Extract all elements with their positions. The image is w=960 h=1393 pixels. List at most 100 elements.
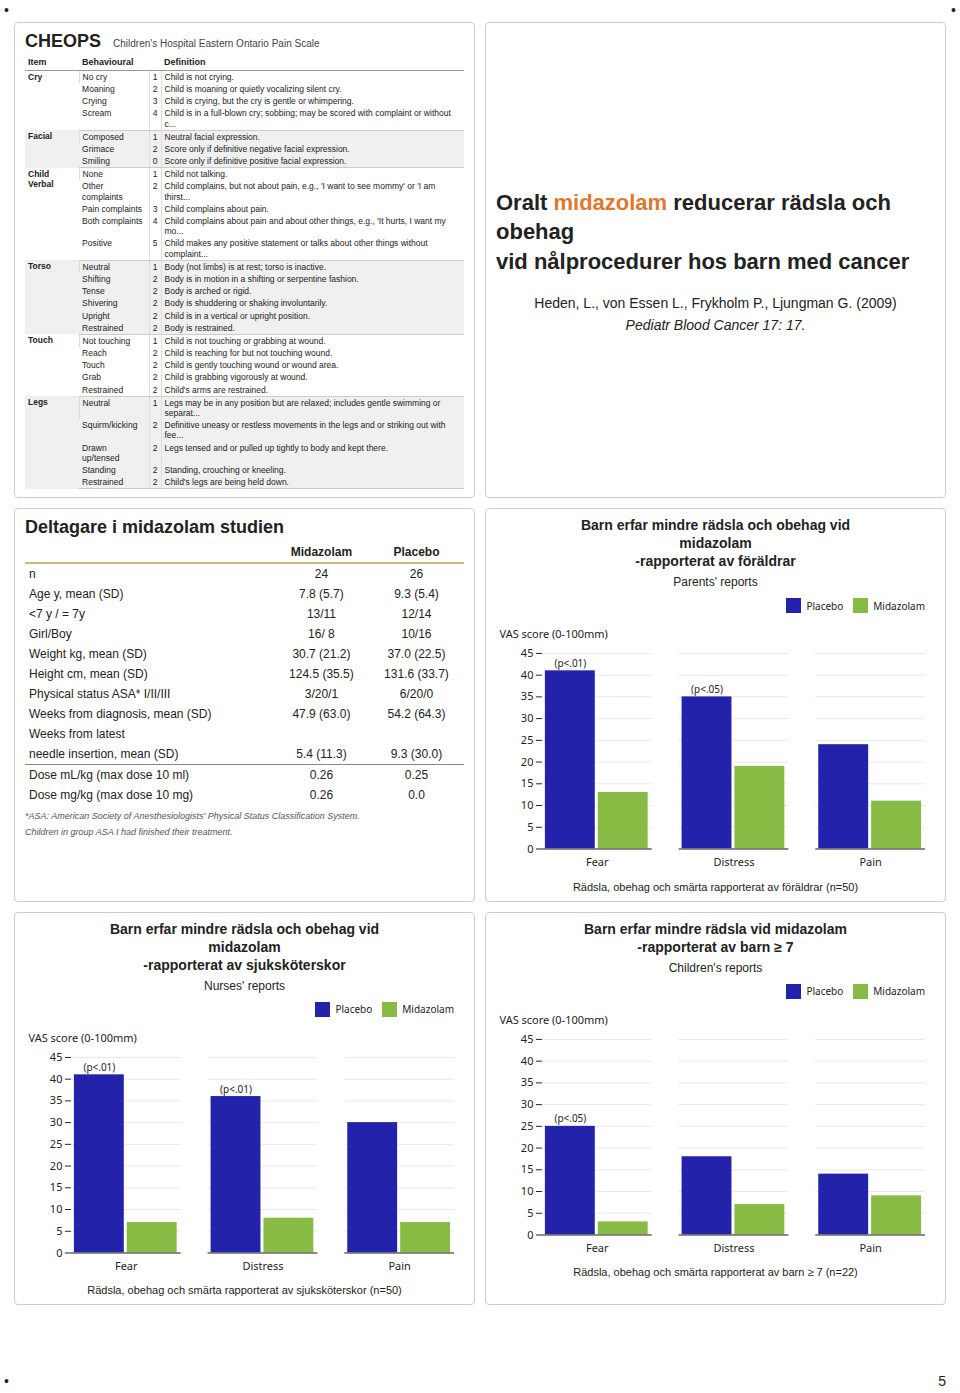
html-text:131.6 (33.7): 131.6 (33.7) bbox=[384, 667, 449, 682]
svg-text:40: 40 bbox=[521, 667, 534, 682]
html-text:Weight kg, mean (SD): Weight kg, mean (SD) bbox=[29, 647, 147, 662]
svg-text:30: 30 bbox=[521, 710, 534, 725]
html-text:Placebo: Placebo bbox=[393, 545, 440, 560]
svg-text:25: 25 bbox=[50, 1136, 63, 1151]
svg-text:35: 35 bbox=[521, 1074, 534, 1089]
svg-text:45: 45 bbox=[521, 1031, 534, 1046]
svg-text:(p<.01): (p<.01) bbox=[83, 1060, 115, 1074]
html-text:16/ 8: 16/ 8 bbox=[308, 627, 335, 642]
html-text:13/11: 13/11 bbox=[306, 607, 336, 622]
svg-text:25: 25 bbox=[521, 732, 534, 747]
html-text:9.3 (30.0): 9.3 (30.0) bbox=[390, 747, 443, 762]
svg-text:0: 0 bbox=[527, 841, 533, 856]
html-text:7.8 (5.7): 7.8 (5.7) bbox=[299, 587, 344, 602]
html-text:Physical status ASA* I/II/III: Physical status ASA* I/II/III bbox=[29, 687, 171, 702]
html-text:Drawn up/tensed: Drawn up/tensed bbox=[82, 442, 120, 463]
html-text:midazolam: midazolam bbox=[208, 938, 281, 955]
svg-text:20: 20 bbox=[521, 1139, 534, 1154]
html-text:-rapporterat av sjuksköterskor: -rapporterat av sjuksköterskor bbox=[143, 956, 346, 973]
svg-text:Fear: Fear bbox=[586, 854, 609, 869]
html-text:Child complains about pain and: Child complains about pain and about oth… bbox=[164, 216, 446, 237]
html-text:-rapporterat av föräldrar: -rapporterat av föräldrar bbox=[635, 553, 796, 570]
svg-text:Fear: Fear bbox=[586, 1240, 609, 1255]
html-text:10/16: 10/16 bbox=[401, 627, 432, 642]
html-text:Child is in a full-blown cry;: Child is in a full-blown cry; sobbing; m… bbox=[164, 108, 451, 129]
html-text:Child complains, but not about: Child complains, but not about pain, e.g… bbox=[164, 181, 436, 202]
svg-text:15: 15 bbox=[521, 776, 534, 791]
html-text:Barn erfar mindre rädsla och o: Barn erfar mindre rädsla och obehag vid bbox=[580, 517, 851, 534]
svg-text:Pain: Pain bbox=[859, 1240, 881, 1255]
svg-text:10: 10 bbox=[50, 1201, 63, 1216]
svg-text:(p<.05): (p<.05) bbox=[554, 1111, 586, 1125]
html-text:5.4 (11.3): 5.4 (11.3) bbox=[296, 747, 347, 762]
svg-text:5: 5 bbox=[527, 819, 533, 834]
svg-text:5: 5 bbox=[56, 1223, 62, 1238]
svg-text:Pain: Pain bbox=[388, 1258, 410, 1273]
svg-text:15: 15 bbox=[521, 1161, 534, 1176]
html-text:Height cm, mean (SD): Height cm, mean (SD) bbox=[29, 667, 148, 682]
svg-text:Fear: Fear bbox=[115, 1258, 138, 1273]
html-text:24: 24 bbox=[314, 567, 329, 582]
svg-text:VAS score (0-100mm): VAS score (0-100mm) bbox=[500, 627, 608, 641]
html-text:Midazolam: Midazolam bbox=[290, 545, 353, 560]
svg-text:30: 30 bbox=[521, 1096, 534, 1111]
svg-text:20: 20 bbox=[521, 754, 534, 769]
html-text:Girl/Boy: Girl/Boy bbox=[29, 627, 72, 642]
html-text:Weeks from latest: Weeks from latest bbox=[29, 727, 125, 742]
svg-text:(p<.05): (p<.05) bbox=[691, 682, 723, 696]
svg-text:Distress: Distress bbox=[713, 1240, 754, 1255]
svg-text:0: 0 bbox=[56, 1244, 62, 1259]
svg-text:40: 40 bbox=[50, 1070, 63, 1085]
html-text:Dose mL/kg (max dose 10 ml): Dose mL/kg (max dose 10 ml) bbox=[29, 768, 190, 783]
html-text:Other complaints: Other complaints bbox=[82, 181, 123, 202]
html-text:Deltagare i midazolam studien: Deltagare i midazolam studien bbox=[25, 517, 285, 538]
svg-text:Distress: Distress bbox=[242, 1258, 283, 1273]
html-text:6/20/0: 6/20/0 bbox=[399, 687, 434, 702]
svg-text:5: 5 bbox=[527, 1205, 533, 1220]
html-text:26: 26 bbox=[409, 567, 424, 582]
svg-text:45: 45 bbox=[521, 645, 534, 660]
svg-text:(p<.01): (p<.01) bbox=[554, 656, 586, 670]
svg-text:Distress: Distress bbox=[713, 854, 754, 869]
html-text:needle insertion, mean (SD): needle insertion, mean (SD) bbox=[29, 747, 179, 762]
svg-text:45: 45 bbox=[50, 1049, 63, 1064]
html-text:Oralt midazolam reducerar räds: Oralt midazolam reducerar rädsla och obe… bbox=[496, 189, 891, 245]
html-text:9.3 (5.4): 9.3 (5.4) bbox=[394, 587, 439, 602]
html-text:Barn erfar mindre rädsla och o: Barn erfar mindre rädsla och obehag vid bbox=[109, 920, 380, 937]
svg-text:20: 20 bbox=[50, 1157, 63, 1172]
svg-text:30: 30 bbox=[50, 1114, 63, 1129]
html-text:Barn erfar mindre rädsla vid m: Barn erfar mindre rädsla vid midazolam bbox=[584, 920, 847, 937]
html-text:Child makes any positive state: Child makes any positive statement or ta… bbox=[164, 238, 428, 259]
svg-text:25: 25 bbox=[521, 1118, 534, 1133]
html-text:47.9 (63.0): 47.9 (63.0) bbox=[292, 707, 351, 722]
svg-text:35: 35 bbox=[521, 689, 534, 704]
html-text:37.0 (22.5): 37.0 (22.5) bbox=[387, 647, 446, 662]
html-text:Child Verbal: Child Verbal bbox=[28, 168, 54, 189]
html-text:Pediatr Blood Cancer 17: 17.: Pediatr Blood Cancer 17: 17. bbox=[625, 316, 806, 333]
html-text:Definitive uneasy or restless: Definitive uneasy or restless movements … bbox=[164, 420, 446, 441]
html-text:Age y, mean (SD): Age y, mean (SD) bbox=[29, 587, 124, 602]
html-text:<7 y / = 7y: <7 y / = 7y bbox=[29, 607, 85, 622]
svg-text:Pain: Pain bbox=[859, 854, 881, 869]
html-text:124.5 (35.5): 124.5 (35.5) bbox=[289, 667, 354, 682]
svg-text:0: 0 bbox=[527, 1226, 533, 1241]
svg-text:VAS score (0-100mm): VAS score (0-100mm) bbox=[29, 1031, 137, 1045]
html-text:30.7 (21.2): 30.7 (21.2) bbox=[292, 647, 351, 662]
html-text:Weeks from diagnosis, mean (SD: Weeks from diagnosis, mean (SD) bbox=[29, 707, 212, 722]
html-text:12/14: 12/14 bbox=[401, 607, 432, 622]
svg-text:35: 35 bbox=[50, 1092, 63, 1107]
svg-text:40: 40 bbox=[521, 1052, 534, 1067]
html-text:-rapporterat av barn ≥ 7: -rapporterat av barn ≥ 7 bbox=[637, 938, 794, 955]
svg-text:(p<.01): (p<.01) bbox=[220, 1081, 252, 1095]
html-text:Heden, L., von Essen L., Frykh: Heden, L., von Essen L., Frykholm P., Lj… bbox=[534, 294, 897, 311]
html-text:3/20/1: 3/20/1 bbox=[304, 687, 339, 702]
html-text:vid nålprocedurer hos barn med: vid nålprocedurer hos barn med cancer bbox=[496, 249, 910, 274]
svg-text:VAS score (0-100mm): VAS score (0-100mm) bbox=[500, 1013, 608, 1027]
svg-text:15: 15 bbox=[50, 1179, 63, 1194]
html-text:54.2 (64.3): 54.2 (64.3) bbox=[387, 707, 446, 722]
html-text:CHEOPS: CHEOPS bbox=[25, 31, 101, 51]
svg-text:10: 10 bbox=[521, 797, 534, 812]
html-text:Legs may be in any position bu: Legs may be in any position but are rela… bbox=[164, 397, 441, 418]
svg-text:10: 10 bbox=[521, 1183, 534, 1198]
html-text:midazolam: midazolam bbox=[679, 535, 752, 552]
